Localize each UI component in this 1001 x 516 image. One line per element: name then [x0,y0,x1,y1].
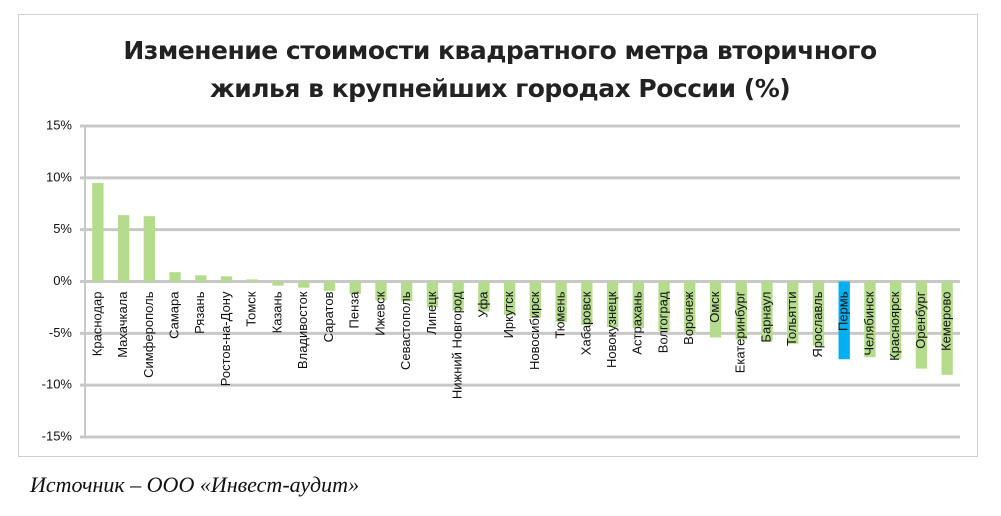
x-tick-label: Пермь [836,291,851,331]
bar [478,281,490,312]
x-tick-label: Казань [269,291,284,333]
bar [246,279,258,282]
bar [169,272,181,282]
bar [555,281,567,322]
x-tick-label: Рязань [192,291,207,334]
x-tick-label: Тюмень [553,291,568,338]
x-tick-label: Пенза [347,291,362,329]
source-note: Источник – ООО «Инвест-аудит» [30,472,360,497]
x-tick-label: Саратов [321,291,336,342]
bar [915,281,928,369]
bar [787,281,799,344]
bar [503,281,516,315]
y-tick-label: 0% [53,273,72,288]
x-tick-label: Уфа [475,291,490,318]
x-tick-label: Ярославль [810,291,825,357]
y-tick-label: 15% [46,117,72,132]
x-tick-label: Кемерово [939,292,954,351]
bar [709,281,722,338]
bar [375,281,387,301]
x-tick-label: Екатеринбург [733,291,748,373]
bar [349,281,361,294]
bar [761,281,773,342]
x-tick-label: Липецк [424,291,439,335]
y-tick-label: 5% [53,221,72,236]
bar [92,183,104,282]
bar [581,281,593,326]
x-tick-label: Краснодар [89,292,104,357]
bar [658,281,670,332]
bar [143,216,155,282]
x-tick-label: Воронеж [681,291,696,345]
x-tick-label: Челябинск [861,291,876,355]
x-tick-label: Тольятти [784,292,799,346]
bar [632,281,644,329]
x-tick-label: Оренбург [913,291,928,348]
x-tick-label: Томск [244,291,259,327]
x-tick-label: Волгоград [655,291,670,353]
bar [812,281,825,346]
bar [529,281,542,318]
x-tick-label: Нижний Новгород [450,291,465,399]
bar [195,275,207,282]
y-tick-label: -15% [42,428,73,443]
x-tick-label: Красноярск [887,291,902,361]
x-tick-label: Омск [707,291,722,323]
x-tick-label: Иркутск [501,291,516,338]
bar [890,281,902,360]
x-tick-label: Севастополь [398,291,413,370]
bar [272,281,284,286]
x-tick-label: Ижевск [372,291,387,336]
bar [452,281,464,311]
bar [606,281,619,328]
bar [220,276,233,282]
bar [735,281,747,340]
x-tick-label: Барнаул [758,292,773,343]
bar [838,281,850,360]
x-tick-label: Махачкала [115,291,130,358]
x-tick-label: Новосибирск [527,291,542,370]
x-tick-label: Астрахань [630,291,645,354]
x-tick-label: Симферополь [141,291,156,378]
bar [401,281,413,302]
bar [298,281,310,288]
x-tick-label: Новокузнецк [604,291,619,368]
x-tick-label: Хабаровск [578,291,593,355]
bar [864,281,876,358]
y-tick-label: 10% [46,169,72,184]
bar [323,281,336,291]
bar [426,281,439,308]
bar [684,281,696,334]
chart-frame [18,14,978,457]
y-tick-label: -5% [49,325,73,340]
bar [117,215,130,282]
bar [941,281,953,375]
x-tick-label: Самара [167,291,182,339]
y-tick-label: -10% [42,377,73,392]
x-tick-label: Ростов-на-Дону [218,291,233,386]
chart-title: Изменение стоимости квадратного метра вт… [123,36,877,103]
x-tick-label: Владивосток [295,291,310,369]
